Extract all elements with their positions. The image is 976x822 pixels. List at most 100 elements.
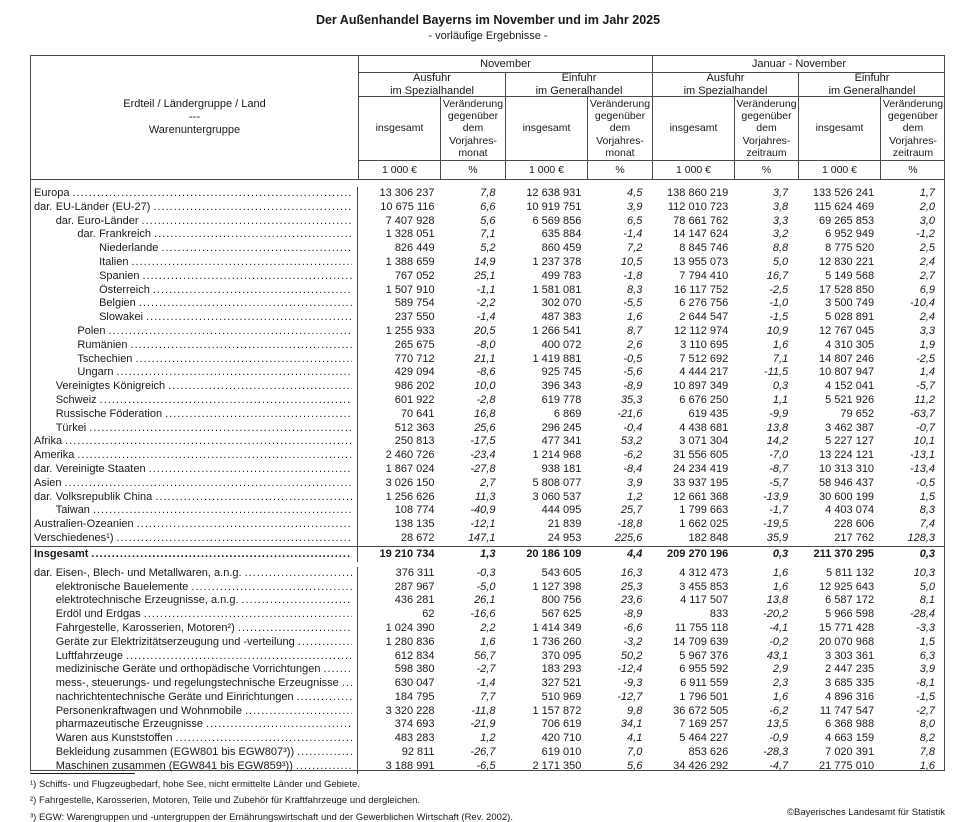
leader-dots — [144, 608, 352, 622]
value-amount-4: 78 661 762 — [673, 214, 729, 227]
value-amount-4: 33 937 195 — [673, 476, 729, 489]
row-label: Vereinigte Staaten — [55, 462, 146, 475]
value-percent-1: 6,6 — [480, 200, 496, 213]
value-percent-1: -2,2 — [476, 297, 496, 310]
value-percent-7: -13,4 — [909, 462, 935, 475]
leader-dots — [135, 353, 351, 367]
value-amount-6: 3 462 387 — [825, 421, 875, 434]
value-percent-1: 1,3 — [480, 547, 496, 560]
row-label: Italien — [99, 255, 129, 268]
value-percent-7: 1,4 — [919, 366, 936, 379]
value-amount-2: 635 884 — [541, 228, 582, 241]
value-amount-6: 14 807 246 — [819, 352, 875, 365]
value-percent-5: -2,5 — [769, 283, 789, 296]
value-percent-5: 1,6 — [772, 580, 789, 593]
value-percent-3: 23,6 — [620, 594, 643, 607]
value-percent-7: 1,6 — [919, 759, 936, 772]
leader-dots — [238, 622, 352, 636]
value-percent-3: 6,5 — [627, 214, 643, 227]
flow-header-0: Ausfuhr im Spezialhandel — [358, 72, 505, 97]
value-amount-2: 400 072 — [541, 338, 582, 351]
row-label-cell: Ungarn — [31, 366, 358, 381]
footnote-3: ³) EGW: Warengruppen und -untergruppen d… — [30, 811, 513, 822]
value-percent-3: 10,5 — [620, 255, 643, 268]
row-label-cell: Taiwan — [31, 504, 358, 519]
value-amount-0: 598 380 — [394, 663, 435, 676]
value-amount-2: 302 070 — [541, 297, 582, 310]
row-label-cell: Australien-Ozeanien — [31, 518, 358, 532]
value-amount-6: 217 762 — [834, 531, 875, 544]
value-percent-7: 6,3 — [919, 649, 936, 662]
leader-dots — [153, 284, 352, 298]
value-amount-0: 1 256 626 — [385, 490, 435, 503]
goods-section: dar. Eisen-, Blech- und Metallwaren, a.n.… — [31, 566, 944, 774]
row-label-cell: mess-, steuerungs- und regelungstechnisc… — [31, 677, 358, 691]
value-percent-5: -1,0 — [769, 297, 789, 310]
value-percent-1: 56,7 — [474, 649, 496, 662]
value-percent-5: 13,5 — [766, 718, 789, 731]
value-amount-4: 5 967 376 — [679, 649, 729, 662]
row-label: elektronische Bauelemente — [55, 580, 189, 593]
value-amount-2: 3 060 537 — [532, 490, 582, 503]
value-percent-5: 10,9 — [766, 324, 789, 337]
value-percent-7: 1,7 — [919, 187, 935, 199]
value-amount-0: 1 255 933 — [385, 324, 435, 337]
value-amount-6: 211 370 295 — [813, 547, 875, 560]
row-label-cell: dar. Volksrepublik China — [31, 490, 358, 505]
country-row: Asien 3 026 150 2,7 5 808 077 3,9 33 937 195 -… — [31, 476, 944, 491]
value-amount-0: 3 026 150 — [385, 476, 435, 489]
value-amount-0: 7 407 928 — [385, 214, 435, 227]
goods-row: Geräte zur Elektrizitätserzeugung und -v… — [31, 635, 944, 650]
leader-dots — [297, 691, 352, 705]
value-amount-0: 138 135 — [394, 518, 435, 531]
row-label: nachrichtentechnische Geräte und Einrich… — [55, 690, 294, 703]
value-percent-3: -9,3 — [623, 677, 643, 690]
value-percent-5: 0,3 — [772, 547, 789, 560]
row-label: Türkei — [55, 421, 87, 434]
value-percent-5: -7,0 — [769, 449, 789, 462]
value-amount-2: 21 839 — [547, 518, 582, 531]
value-amount-6: 17 528 850 — [819, 283, 875, 296]
row-label: Erdöl und Erdgas — [55, 608, 141, 621]
row-label-cell: Schweiz — [31, 393, 358, 408]
row-label: Russische Föderation — [55, 407, 163, 420]
value-amount-2: 619 778 — [541, 393, 582, 406]
value-percent-1: -12,1 — [470, 518, 496, 531]
value-percent-5: -4,7 — [769, 759, 789, 772]
value-amount-0: 92 811 — [401, 746, 435, 759]
value-amount-0: 512 363 — [394, 421, 435, 434]
footnote-1: ¹) Schiffs- und Flugzeugbedarf, hohe See… — [30, 779, 360, 790]
leader-dots — [137, 518, 352, 532]
value-amount-0: 376 311 — [395, 566, 435, 579]
value-amount-6: 79 652 — [840, 407, 875, 420]
row-label: Insgesamt — [34, 547, 89, 560]
value-amount-0: 108 774 — [394, 504, 435, 517]
value-amount-2: 370 095 — [541, 649, 582, 662]
country-row: dar.Volksrepublik China 1 256 626 11,3 3 06… — [31, 490, 944, 505]
country-row: Niederlande 826 449 5,2 860 459 7,2 8 845 746… — [31, 242, 944, 256]
leader-dots — [116, 366, 351, 380]
value-percent-3: 3,9 — [627, 200, 643, 213]
value-amount-0: 436 281 — [394, 594, 435, 607]
row-label-cell: dar. Vereinigte Staaten — [31, 462, 358, 477]
value-amount-6: 5 227 127 — [825, 435, 875, 448]
value-amount-4: 13 955 073 — [673, 255, 729, 268]
row-label-cell: Luftfahrzeuge — [31, 649, 358, 664]
value-percent-1: -2,7 — [476, 663, 496, 676]
country-row: Amerika 2 460 726 -23,4 1 214 968 -6,2 31 556… — [31, 449, 944, 463]
value-percent-1: -5,0 — [476, 580, 496, 593]
value-amount-4: 1 799 663 — [679, 504, 729, 517]
goods-row: Personenkraftwagen und Wohnmobile 3 320 2… — [31, 704, 944, 719]
total-section: Insgesamt 19 210 734 1,3 20 186 109 4,4 209 2… — [31, 545, 944, 562]
value-percent-1: 5,6 — [480, 214, 496, 227]
value-amount-6: 3 685 335 — [825, 677, 875, 690]
leader-dots — [298, 636, 352, 650]
value-percent-7: -13,1 — [909, 449, 935, 462]
leader-dots — [323, 663, 351, 677]
leader-dots — [117, 532, 352, 546]
row-label-cell: nachrichtentechnische Geräte und Einrich… — [31, 690, 358, 705]
value-amount-2: 1 266 541 — [532, 324, 582, 337]
row-label-cell: Asien — [31, 476, 358, 491]
value-percent-5: 7,1 — [772, 352, 789, 365]
row-label-cell: Maschinen zusammen (EGW841 bis EGW859³)) — [31, 759, 358, 774]
